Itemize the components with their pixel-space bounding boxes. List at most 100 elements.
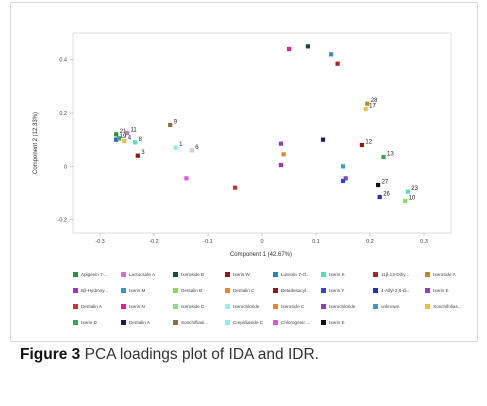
point-label: 1 [179,142,183,148]
data-point [133,140,137,144]
legend-label: 8β-Hydroxy... [81,288,108,293]
data-point [168,123,172,127]
data-point [279,163,283,167]
legend-item: Ixerin M [121,285,145,295]
data-point [376,183,380,187]
figure-caption: Figure 3 PCA loadings plot of IDA and ID… [20,346,470,364]
chart-legend: Apigenin 7-... Lactucside A Ixeroside B Ixe… [73,269,485,339]
point-label: 6 [195,145,199,151]
points-layer: 21 1119 4 8391 62817121327262310 [114,44,419,203]
legend-label: Ixeroside B [181,272,204,277]
data-point [329,52,333,56]
point-label: 12 [365,140,372,146]
legend-swatch [273,272,278,277]
y-tick-label: 0 [64,164,67,170]
legend-label: Ixerochloride [233,304,259,309]
legend-label: Dentalin A [81,304,102,309]
legend-swatch [321,272,326,277]
legend-item: unknown [373,301,399,311]
legend-item: Ixerin W [225,269,250,279]
legend-label: Ixerin N [129,304,145,309]
legend-swatch [73,288,78,293]
data-point [341,164,345,168]
legend-swatch [173,304,178,309]
legend-item: Ixerochloride [321,301,355,311]
point-label: 17 [369,104,376,110]
legend-item: 8β-Hydroxy... [73,285,108,295]
legend-swatch [73,304,78,309]
legend-label: Ixerin D [81,320,97,325]
legend-item: Dentalin B [173,285,202,295]
data-point [403,199,407,203]
caption-label: Figure 3 [20,346,80,363]
legend-item: 4-Allyl-2,6-di... [373,285,410,295]
legend-label: Dentalin A [129,320,150,325]
x-axis-label: Component 1 (42.67%) [230,252,292,258]
legend-label: Dentalin C [233,288,254,293]
y-tick-label: -0.2 [58,218,67,224]
data-point [287,47,291,51]
legend-item: Ixerin Y [321,285,345,295]
legend-swatch [121,288,126,293]
legend-item: Ixerin N [121,301,145,311]
legend-item: Ixerin E [425,285,449,295]
x-tick-label: -0.3 [95,239,104,245]
x-tick-label: 0.1 [312,239,320,245]
y-tick-label: 0.2 [59,111,67,117]
legend-item: Ixeroside B [173,269,204,279]
legend-item: Sonchifolias... [425,301,462,311]
legend-swatch [425,272,430,277]
x-tick-label: 0.3 [420,239,428,245]
legend-item: Sonchifliasi... [173,317,208,327]
data-point [174,146,178,150]
data-point [336,62,340,66]
data-point [282,152,286,156]
data-point [122,139,126,143]
legend-label: Ixeroside C [281,304,304,309]
legend-item: Ixerin S [321,269,345,279]
legend-swatch [225,320,230,325]
legend-label: Ixerin W [233,272,250,277]
legend-label: Chlorogenic ... [281,320,311,325]
legend-swatch [121,320,126,325]
legend-label: Ixerin Y [329,288,345,293]
point-label: 10 [409,196,416,202]
legend-item: Ixeroside A [425,269,456,279]
legend-label: Sonchifolias... [433,304,462,309]
data-point [279,142,283,146]
x-tick-label: -0.1 [203,239,212,245]
legend-item: Crepidiaside C [225,317,263,327]
legend-swatch [425,288,430,293]
x-tick-label: 0.2 [366,239,374,245]
legend-swatch [321,320,326,325]
caption-text: PCA loadings plot of IDA and IDR. [85,346,319,363]
data-point [378,195,382,199]
data-point [233,186,237,190]
legend-label: 4-Allyl-2,6-di... [381,288,410,293]
legend-label: Ixerin E [329,320,345,325]
data-point [341,179,345,183]
legend-swatch [121,272,126,277]
legend-label: Lactucside A [129,272,155,277]
data-point [190,148,194,152]
data-point [360,143,364,147]
legend-item: Lactucside A [121,269,155,279]
legend-swatch [273,304,278,309]
legend-swatch [173,288,178,293]
legend-swatch [273,288,278,293]
legend-swatch [373,272,378,277]
data-point [321,138,325,142]
legend-item: Ixeroside C [273,301,304,311]
legend-swatch [225,304,230,309]
legend-label: Crepidiaside C [233,320,263,325]
point-label: 23 [411,186,418,192]
legend-item: Luteolin 7-O... [273,269,310,279]
data-point [306,44,310,48]
legend-swatch [173,320,178,325]
data-point [184,176,188,180]
pca-scatter-chart: -0.3 -0.2 -0.1 0 0.1 0.2 0.3-0.200.20.4 21 1119… [11,3,479,268]
legend-item: Ixeroside C [173,301,204,311]
legend-label: unknown [381,304,399,309]
y-tick-label: 0.4 [59,58,67,64]
point-label: 3 [141,150,145,156]
